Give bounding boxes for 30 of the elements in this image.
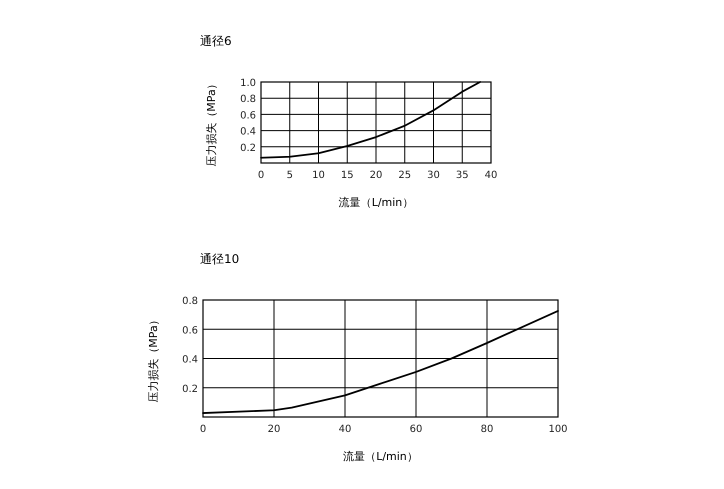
x-tick-label: 0 — [258, 170, 264, 181]
x-tick-label: 80 — [480, 424, 494, 435]
x-tick-label: 40 — [484, 170, 498, 181]
x-tick-label: 0 — [200, 424, 206, 435]
x-tick-label: 5 — [286, 170, 293, 181]
y-axis-title: 压力损失（MPa） — [147, 314, 160, 403]
x-tick-label: 40 — [338, 424, 352, 435]
y-tick-label: 0.2 — [240, 142, 256, 154]
x-axis-title: 流量（L/min） — [343, 450, 418, 463]
x-tick-label: 60 — [410, 424, 422, 435]
y-tick-label: 0.8 — [182, 296, 198, 307]
x-tick-label: 20 — [268, 424, 280, 435]
y-tick-label: 0.2 — [182, 384, 198, 395]
x-axis-title: 流量（L/min） — [338, 196, 414, 209]
y-tick-label: 0.4 — [182, 354, 198, 366]
y-tick-label: 0.8 — [240, 94, 256, 106]
y-axis-title: 压力损失（MPa） — [205, 78, 218, 167]
y-tick-label: 0.6 — [240, 110, 256, 122]
x-tick-label: 10 — [312, 170, 325, 181]
chart-title: 通径6 — [200, 34, 232, 48]
chart-title: 通径10 — [200, 252, 240, 266]
x-tick-label: 15 — [340, 170, 354, 181]
x-tick-label: 35 — [456, 170, 469, 181]
x-tick-label: 100 — [548, 424, 568, 435]
y-tick-label: 1.0 — [240, 78, 256, 89]
x-tick-label: 20 — [370, 170, 382, 181]
x-tick-label: 25 — [398, 170, 412, 181]
y-tick-label: 0.6 — [182, 325, 198, 336]
y-tick-label: 0.4 — [240, 126, 256, 138]
x-tick-label: 30 — [427, 170, 440, 181]
